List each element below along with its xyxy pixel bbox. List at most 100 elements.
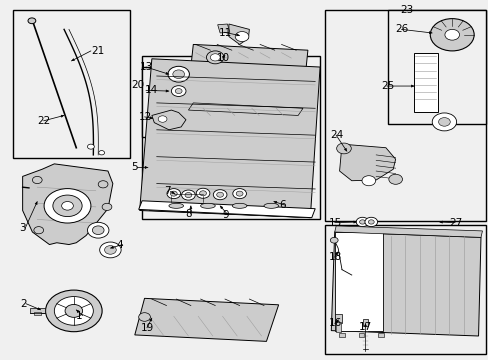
Circle shape (213, 190, 226, 200)
Ellipse shape (264, 203, 278, 208)
Polygon shape (139, 201, 315, 218)
Polygon shape (334, 232, 383, 330)
Bar (142, 67, 224, 137)
Polygon shape (22, 164, 113, 244)
Bar (334, 315, 341, 323)
Polygon shape (339, 144, 395, 181)
Text: 21: 21 (91, 46, 104, 56)
Polygon shape (334, 226, 482, 237)
Circle shape (87, 144, 94, 149)
Bar (13, 10, 130, 158)
Circle shape (388, 174, 402, 184)
Circle shape (102, 203, 112, 211)
Polygon shape (188, 103, 303, 116)
Circle shape (216, 192, 223, 197)
Text: 25: 25 (380, 81, 393, 91)
Bar (377, 333, 383, 337)
Circle shape (184, 193, 191, 198)
Circle shape (158, 116, 166, 122)
Circle shape (53, 195, 82, 217)
Circle shape (236, 191, 243, 196)
Bar (142, 56, 320, 220)
Circle shape (32, 176, 42, 184)
Polygon shape (140, 59, 320, 218)
Circle shape (206, 51, 224, 64)
Text: 15: 15 (328, 218, 341, 228)
Bar (325, 10, 485, 221)
Text: 19: 19 (141, 323, 154, 333)
Circle shape (199, 191, 206, 196)
Polygon shape (149, 203, 312, 218)
Text: 7: 7 (163, 186, 170, 197)
Circle shape (139, 313, 150, 321)
Circle shape (444, 30, 459, 40)
Circle shape (330, 237, 337, 243)
Circle shape (429, 19, 473, 51)
Bar (387, 10, 485, 125)
Text: 18: 18 (328, 252, 341, 262)
Ellipse shape (168, 203, 183, 208)
Circle shape (355, 217, 368, 226)
Circle shape (181, 190, 195, 200)
Circle shape (235, 32, 248, 41)
Text: 20: 20 (131, 80, 144, 90)
Text: 13: 13 (140, 62, 153, 72)
Circle shape (210, 54, 220, 61)
Circle shape (34, 226, 43, 234)
Text: 14: 14 (144, 85, 158, 95)
Circle shape (28, 18, 36, 24)
Text: 10: 10 (217, 53, 230, 63)
Polygon shape (217, 24, 229, 33)
Polygon shape (330, 232, 480, 336)
Circle shape (359, 220, 365, 224)
Circle shape (361, 176, 375, 186)
Circle shape (98, 181, 108, 188)
Text: 27: 27 (448, 218, 462, 228)
Circle shape (45, 290, 102, 332)
Text: 22: 22 (37, 116, 50, 126)
Circle shape (65, 305, 82, 318)
Bar (30, 309, 44, 313)
Text: 3: 3 (19, 224, 26, 233)
Bar (335, 322, 340, 332)
Text: 17: 17 (358, 322, 371, 332)
Text: 9: 9 (222, 210, 228, 220)
Text: 11: 11 (218, 28, 231, 38)
Circle shape (431, 113, 456, 131)
Circle shape (166, 189, 180, 199)
Circle shape (336, 143, 350, 154)
Circle shape (54, 297, 93, 325)
Ellipse shape (232, 203, 246, 208)
Circle shape (92, 226, 104, 234)
Bar (358, 333, 364, 337)
Circle shape (100, 242, 121, 258)
Text: 5: 5 (131, 162, 138, 172)
Bar (34, 312, 41, 315)
Circle shape (175, 89, 182, 94)
Polygon shape (186, 44, 307, 108)
Text: 24: 24 (330, 130, 343, 140)
Bar (362, 319, 367, 326)
Text: 23: 23 (400, 5, 413, 15)
Circle shape (170, 191, 177, 196)
Bar (325, 225, 485, 354)
Polygon shape (135, 298, 278, 341)
Bar (413, 53, 437, 112)
Polygon shape (228, 24, 249, 44)
Text: 26: 26 (395, 24, 408, 35)
Circle shape (61, 202, 73, 210)
Circle shape (172, 70, 184, 78)
Text: 8: 8 (184, 209, 191, 219)
Circle shape (99, 150, 104, 155)
Circle shape (167, 66, 189, 82)
Circle shape (196, 188, 209, 198)
Text: 6: 6 (279, 200, 285, 210)
Circle shape (44, 189, 91, 223)
Circle shape (364, 217, 377, 226)
Circle shape (87, 222, 109, 238)
Text: 1: 1 (76, 311, 83, 320)
Text: 2: 2 (20, 299, 27, 309)
Polygon shape (152, 110, 185, 130)
Text: 12: 12 (139, 112, 152, 122)
Bar (338, 333, 344, 337)
